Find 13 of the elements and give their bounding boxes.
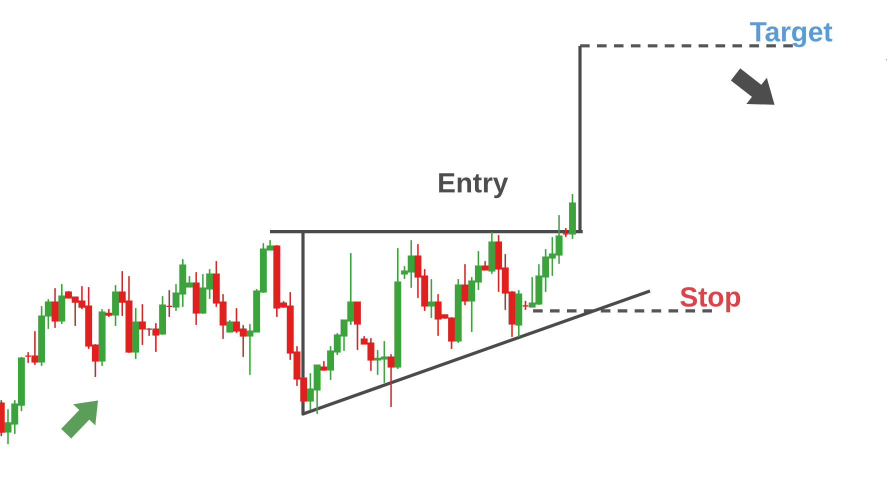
candlestick (522, 300, 529, 311)
candlestick (354, 301, 361, 351)
candlestick (320, 360, 328, 372)
candlestick (166, 289, 173, 318)
ref-line-label: Target (750, 22, 832, 48)
candlestick (388, 353, 394, 408)
candlestick (112, 284, 119, 327)
candlestick (52, 287, 58, 329)
ref-line-label: Stop (680, 287, 740, 312)
candlestick (226, 319, 234, 333)
annotation: Entry (439, 173, 508, 198)
candlestick (428, 278, 435, 319)
candlestick (462, 263, 468, 306)
